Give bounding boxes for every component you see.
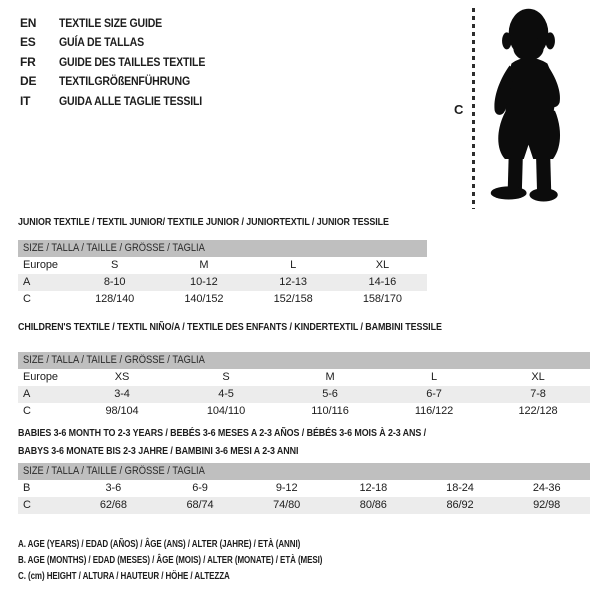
cell: XL: [531, 371, 545, 383]
children-size-table: SIZE / TALLA / TAILLE / GRÖSSE / TAGLIA …: [18, 352, 590, 420]
row-label: Europe: [23, 259, 58, 271]
legend-line-a: A. AGE (YEARS) / EDAD (AÑOS) / ÂGE (ANS)…: [18, 539, 301, 550]
size-header-label: SIZE / TALLA / TAILLE / GRÖSSE / TAGLIA: [23, 465, 205, 477]
cell: 98/104: [105, 405, 139, 417]
table-row: C 62/68 68/74 74/80 80/86 86/92 92/98: [18, 497, 590, 514]
cell: 12-18: [359, 482, 388, 494]
size-header-row: SIZE / TALLA / TAILLE / GRÖSSE / TAGLIA: [18, 352, 590, 369]
junior-size-table: SIZE / TALLA / TAILLE / GRÖSSE / TAGLIA …: [18, 240, 427, 308]
cell: M: [199, 259, 209, 271]
table-row: C 98/104 104/110 110/116 116/122 122/128: [18, 403, 590, 420]
language-row-es: ES GUÍA DE TALLAS: [20, 33, 225, 53]
cell: 12-13: [279, 276, 307, 288]
cell: 116/122: [414, 405, 454, 417]
cell: 6-9: [192, 482, 208, 494]
cell: 18-24: [446, 482, 474, 494]
row-label: B: [23, 482, 31, 494]
size-header-row: SIZE / TALLA / TAILLE / GRÖSSE / TAGLIA: [18, 240, 427, 257]
cell: XL: [375, 259, 389, 271]
legend-line-c: C. (cm) HEIGHT / ALTURA / HAUTEUR / HÖHE…: [18, 571, 230, 582]
table-row: Europe XS S M L XL: [18, 369, 590, 386]
row-label: C: [23, 405, 31, 417]
language-row-fr: FR GUIDE DES TAILLES TEXTILE: [20, 52, 225, 72]
cell: 24-36: [532, 482, 561, 494]
cell: 158/170: [362, 293, 402, 305]
cell: 7-8: [530, 388, 546, 400]
babies-size-table: SIZE / TALLA / TAILLE / GRÖSSE / TAGLIA …: [18, 463, 590, 514]
children-table-title: CHILDREN'S TEXTILE / TEXTIL NIÑO/A / TEX…: [18, 321, 442, 333]
babies-title-line2: BABYS 3-6 MONATE BIS 2-3 JAHRE / BAMBINI…: [18, 445, 299, 457]
cell: XS: [114, 371, 130, 383]
language-row-de: DE TEXTILGRÖßENFÜHRUNG: [20, 72, 225, 92]
cell: 122/128: [518, 405, 558, 417]
language-title: TEXTILE SIZE GUIDE: [59, 15, 163, 30]
language-title-list: EN TEXTILE SIZE GUIDE ES GUÍA DE TALLAS …: [20, 13, 225, 111]
cell: 5-6: [322, 388, 338, 400]
cell: 74/80: [273, 499, 301, 511]
cell: 92/98: [533, 499, 561, 511]
cell: 110/116: [311, 405, 349, 417]
table-row: Europe S M L XL: [18, 257, 427, 274]
height-letter-label: C: [454, 102, 464, 117]
height-measure-figure: C: [445, 0, 578, 215]
cell: 140/152: [184, 293, 224, 305]
cell: L: [430, 371, 438, 383]
language-title: TEXTILGRÖßENFÜHRUNG: [59, 74, 191, 89]
cell: 14-16: [368, 276, 397, 288]
table-row: A 3-4 4-5 5-6 6-7 7-8: [18, 386, 590, 403]
size-header-label: SIZE / TALLA / TAILLE / GRÖSSE / TAGLIA: [23, 242, 205, 254]
language-title: GUÍA DE TALLAS: [59, 35, 144, 50]
language-code: FR: [20, 54, 36, 69]
table-row: A 8-10 10-12 12-13 14-16: [18, 274, 427, 291]
table-row: C 128/140 140/152 152/158 158/170: [18, 291, 427, 308]
row-label: C: [23, 293, 31, 305]
measure-legend: A. AGE (YEARS) / EDAD (AÑOS) / ÂGE (ANS)…: [18, 537, 398, 585]
legend-line-b: B. AGE (MONTHS) / EDAD (MESES) / ÂGE (MO…: [18, 555, 323, 566]
row-label: Europe: [23, 371, 58, 383]
language-title: GUIDA ALLE TAGLIE TESSILI: [59, 93, 203, 108]
cell: 62/68: [99, 499, 127, 511]
cell: S: [111, 259, 119, 271]
row-label: C: [23, 499, 31, 511]
size-header-row: SIZE / TALLA / TAILLE / GRÖSSE / TAGLIA: [18, 463, 590, 480]
cell: 8-10: [103, 276, 126, 288]
cell: 128/140: [95, 293, 135, 305]
cell: 86/92: [446, 499, 474, 511]
cell: 9-12: [275, 482, 298, 494]
height-dotted-line: [472, 8, 475, 209]
cell: 10-12: [190, 276, 218, 288]
size-header-label: SIZE / TALLA / TAILLE / GRÖSSE / TAGLIA: [23, 354, 205, 366]
language-title: GUIDE DES TAILLES TEXTILE: [59, 54, 206, 69]
cell: 6-7: [426, 388, 442, 400]
language-code: EN: [20, 15, 37, 30]
language-code: ES: [20, 35, 36, 50]
cell: M: [325, 371, 335, 383]
toddler-silhouette-icon: [490, 8, 561, 202]
cell: 80/86: [359, 499, 387, 511]
row-label: A: [23, 276, 31, 288]
babies-title-line1: BABIES 3-6 MONTH TO 2-3 YEARS / BEBÉS 3-…: [18, 427, 427, 439]
junior-table-title: JUNIOR TEXTILE / TEXTIL JUNIOR/ TEXTILE …: [18, 216, 389, 228]
cell: L: [290, 259, 297, 271]
cell: S: [222, 371, 230, 383]
cell: 152/158: [273, 293, 313, 305]
row-label: A: [23, 388, 31, 400]
cell: 104/110: [206, 405, 246, 417]
table-row: B 3-6 6-9 9-12 12-18 18-24 24-36: [18, 480, 590, 497]
language-row-it: IT GUIDA ALLE TAGLIE TESSILI: [20, 91, 225, 111]
cell: 4-5: [218, 388, 234, 400]
cell: 3-4: [114, 388, 130, 400]
language-code: IT: [20, 93, 31, 108]
cell: 3-6: [105, 482, 122, 494]
language-row-en: EN TEXTILE SIZE GUIDE: [20, 13, 225, 33]
babies-table-title: BABIES 3-6 MONTH TO 2-3 YEARS / BEBÉS 3-…: [18, 424, 579, 460]
language-code: DE: [20, 74, 37, 89]
cell: 68/74: [186, 499, 214, 511]
